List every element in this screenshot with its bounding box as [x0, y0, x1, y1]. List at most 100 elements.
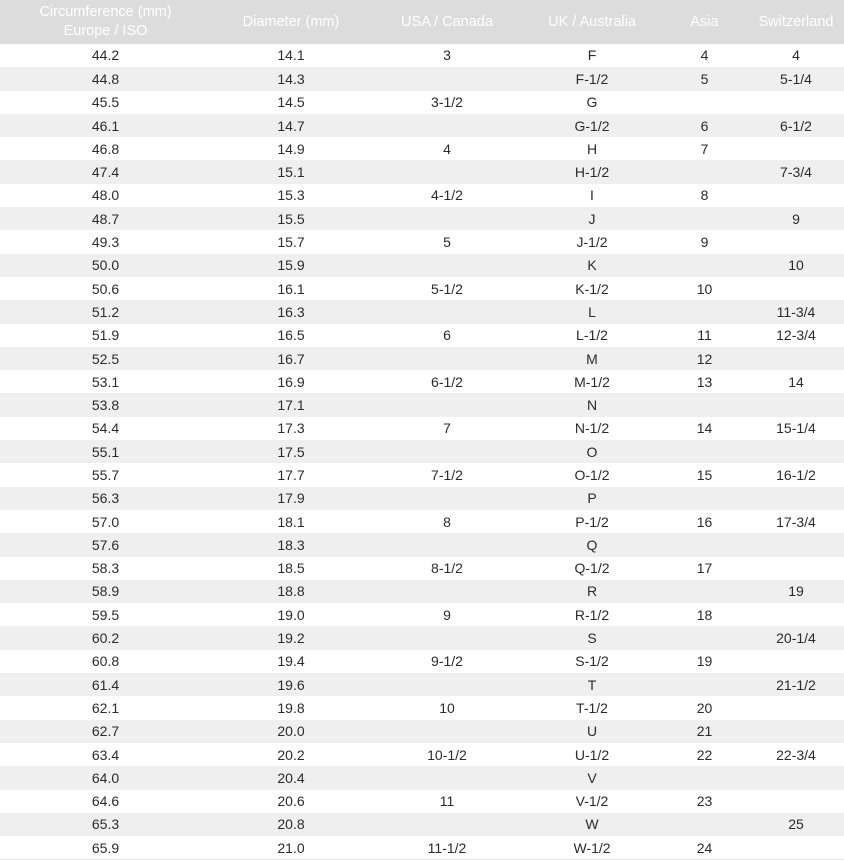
cell-asia: 8	[700, 187, 709, 204]
cell-diameter: 17.1	[277, 397, 305, 414]
cell-diameter: 18.3	[277, 536, 305, 553]
cell-usa-canada	[371, 580, 523, 603]
cell-uk-australia: W	[585, 816, 599, 833]
cell-usa-canada	[371, 67, 523, 90]
cell-diameter: 16.5	[277, 327, 305, 344]
cell-usa-canada	[371, 720, 523, 743]
cell-switzerland: 22-3/4	[776, 746, 816, 763]
cell-asia: 20	[696, 699, 713, 716]
table-row: 52.5 16.7 M 12	[0, 346, 844, 371]
cell-uk-australia: O	[586, 443, 598, 460]
table-row: 64.0 20.4 V	[0, 766, 844, 790]
cell-asia	[661, 673, 748, 696]
cell-switzerland: 20-1/4	[776, 630, 816, 647]
cell-switzerland: 21-1/2	[776, 676, 816, 693]
cell-uk-australia: W-1/2	[523, 836, 661, 860]
cell-circumference: 65.3	[91, 816, 120, 833]
cell-diameter: 19.0	[277, 606, 305, 623]
cell-asia	[661, 580, 748, 603]
cell-diameter: 17.7	[277, 466, 305, 483]
table-row: 56.3 17.9 P	[0, 486, 844, 510]
cell-circumference: 46.1	[91, 117, 120, 134]
table-row: 51.2 16.3 L 11-3/4	[0, 300, 844, 324]
cell-uk-australia: N	[586, 397, 598, 414]
table-row: 50.6 16.1 5-1/2 K-1/2 10	[0, 276, 844, 301]
table-row: 46.1 14.7 G-1/2 6 6-1/2	[0, 113, 844, 138]
cell-asia: 10	[696, 280, 713, 297]
table-row: 58.3 18.5 8-1/2 Q-1/2 17	[0, 556, 844, 580]
cell-switzerland	[748, 487, 844, 510]
table-row: 60.8 19.4 9-1/2 S-1/2 19	[0, 649, 844, 674]
cell-uk-australia: S-1/2	[575, 653, 609, 670]
cell-circumference: 63.4	[91, 746, 120, 763]
cell-diameter: 18.5	[277, 560, 305, 577]
cell-asia: 11	[697, 327, 712, 344]
cell-uk-australia: K-1/2	[575, 280, 609, 297]
cell-circumference: 45.5	[91, 94, 120, 111]
cell-uk-australia: V	[587, 769, 597, 786]
cell-diameter: 17.9	[277, 490, 305, 507]
cell-diameter: 18.1	[277, 513, 305, 530]
cell-switzerland	[748, 720, 844, 743]
cell-diameter: 16.7	[277, 350, 305, 367]
cell-usa-canada: 8-1/2	[431, 560, 463, 577]
cell-switzerland: 25	[788, 816, 804, 833]
cell-uk-australia: R-1/2	[574, 606, 610, 623]
cell-switzerland	[748, 393, 844, 416]
cell-usa-canada: 3-1/2	[431, 94, 463, 111]
cell-switzerland	[748, 650, 844, 673]
table-header: Circumference (mm) Europe / ISO Diameter…	[0, 0, 844, 44]
table-row: 48.0 15.3 4-1/2 I 8	[0, 183, 844, 208]
cell-switzerland	[748, 557, 844, 580]
cell-diameter: 20.8	[277, 816, 305, 833]
cell-uk-australia: T	[587, 676, 597, 693]
cell-switzerland: 11-3/4	[776, 303, 816, 320]
cell-switzerland: 7-3/4	[780, 164, 812, 181]
cell-usa-canada: 6-1/2	[431, 373, 463, 390]
cell-uk-australia: L-1/2	[576, 327, 608, 344]
cell-uk-australia: O-1/2	[574, 466, 610, 483]
cell-circumference: 47.4	[91, 164, 120, 181]
cell-switzerland	[748, 533, 844, 556]
cell-circumference: 56.3	[91, 490, 120, 507]
cell-asia	[661, 813, 748, 836]
cell-diameter: 14.7	[277, 117, 305, 134]
cell-asia: 18	[696, 606, 713, 623]
table-row: 55.1 17.5 O	[0, 440, 844, 464]
cell-usa-canada	[371, 114, 523, 137]
cell-diameter: 17.5	[277, 443, 305, 460]
cell-asia: 22	[696, 746, 713, 763]
cell-switzerland	[748, 603, 844, 626]
cell-uk-australia: T-1/2	[576, 699, 608, 716]
table-row: 53.1 16.9 6-1/2 M-1/2 13 14	[0, 370, 844, 394]
cell-diameter: 19.2	[277, 630, 305, 647]
cell-switzerland	[748, 790, 844, 813]
cell-uk-australia: S	[587, 630, 597, 647]
table-row: 58.9 18.8 R 19	[0, 579, 844, 604]
cell-usa-canada: 4	[443, 140, 451, 157]
cell-uk-australia: M-1/2	[574, 373, 610, 390]
cell-circumference: 60.8	[91, 653, 120, 670]
cell-usa-canada: 11	[439, 793, 455, 810]
column-header-diameter: Diameter (mm)	[242, 13, 340, 30]
cell-asia	[661, 300, 748, 323]
column-header-circumference: Circumference (mm) Europe / ISO	[0, 0, 211, 44]
table-row: 65.9 21.0 11-1/2 W-1/2 24	[0, 836, 844, 860]
cell-switzerland: 10	[788, 257, 804, 274]
cell-switzerland: 15-1/4	[776, 420, 816, 437]
table-row: 63.4 20.2 10-1/2 U-1/2 22 22-3/4	[0, 742, 844, 767]
table-row: 51.9 16.5 6 L-1/2 11 12-3/4	[0, 323, 844, 347]
cell-usa-canada: 6	[443, 327, 451, 344]
cell-usa-canada: 8	[443, 513, 451, 530]
cell-switzerland	[748, 766, 844, 789]
cell-asia	[661, 533, 748, 556]
cell-diameter: 20.0	[277, 723, 305, 740]
cell-asia	[661, 626, 748, 649]
cell-diameter: 20.4	[277, 769, 305, 786]
cell-diameter: 15.9	[277, 257, 305, 274]
cell-uk-australia: P-1/2	[575, 513, 609, 530]
cell-asia: 16	[696, 513, 713, 530]
cell-circumference: 48.0	[91, 187, 120, 204]
cell-switzerland	[748, 836, 844, 860]
